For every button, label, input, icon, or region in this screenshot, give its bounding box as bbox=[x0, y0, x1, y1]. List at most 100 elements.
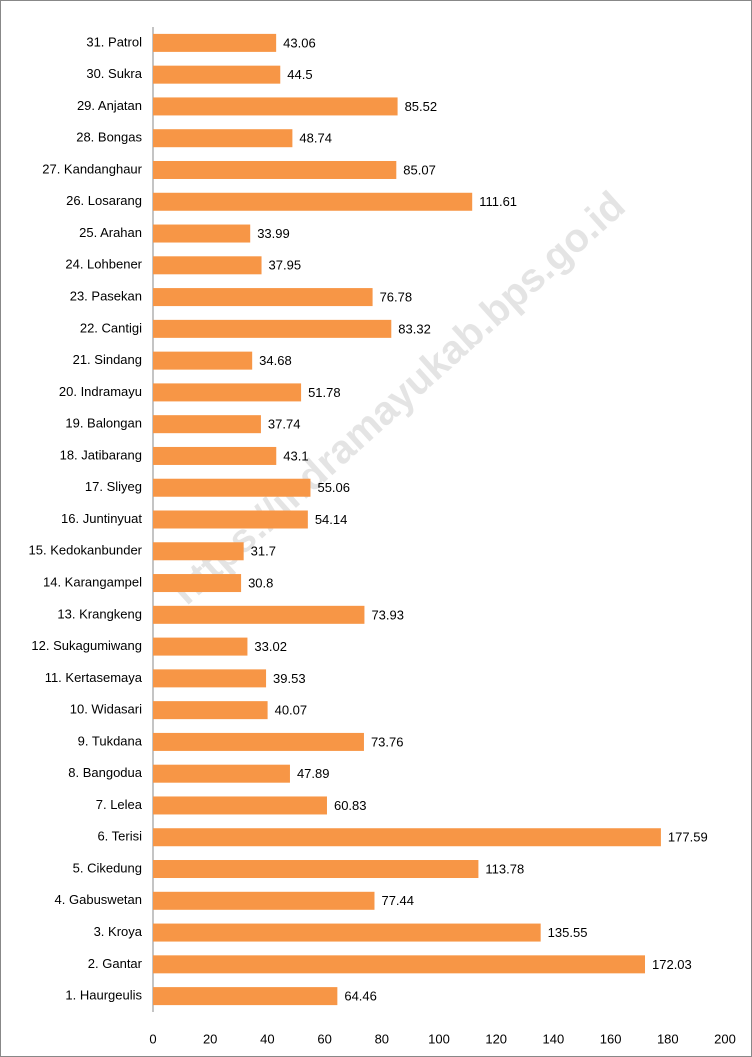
y-tick-label: 27. Kandanghaur bbox=[42, 161, 142, 176]
bar bbox=[153, 160, 397, 179]
value-label: 113.78 bbox=[485, 861, 524, 876]
value-label: 37.74 bbox=[268, 417, 301, 432]
y-tick-label: 5. Cikedung bbox=[73, 860, 142, 875]
x-tick-label: 0 bbox=[149, 1031, 156, 1046]
value-label: 34.68 bbox=[259, 353, 292, 368]
x-tick-label: 140 bbox=[543, 1031, 565, 1046]
value-label: 44.5 bbox=[287, 67, 312, 82]
bar bbox=[153, 510, 308, 529]
bar bbox=[153, 33, 277, 52]
bar bbox=[153, 732, 364, 751]
y-tick-label: 19. Balongan bbox=[65, 416, 142, 431]
value-label: 177.59 bbox=[668, 830, 708, 845]
value-label: 43.1 bbox=[283, 448, 308, 463]
y-tick-label: 30. Sukra bbox=[86, 66, 142, 81]
bar bbox=[153, 987, 338, 1006]
bar bbox=[153, 319, 392, 338]
value-label: 47.89 bbox=[297, 766, 330, 781]
x-tick-label: 60 bbox=[317, 1031, 331, 1046]
bar bbox=[153, 129, 293, 148]
value-label: 73.76 bbox=[371, 734, 404, 749]
value-label: 85.52 bbox=[405, 99, 438, 114]
y-tick-label: 26. Losarang bbox=[66, 193, 142, 208]
value-label: 111.61 bbox=[479, 194, 517, 209]
x-tick-label: 80 bbox=[375, 1031, 389, 1046]
y-tick-label: 6. Terisi bbox=[97, 829, 142, 844]
bar bbox=[153, 796, 327, 815]
value-label: 73.93 bbox=[371, 607, 404, 622]
value-label: 37.95 bbox=[269, 258, 302, 273]
y-tick-label: 4. Gabuswetan bbox=[55, 892, 142, 907]
y-tick-label: 18. Jatibarang bbox=[60, 447, 142, 462]
value-label: 76.78 bbox=[380, 290, 413, 305]
bar bbox=[153, 574, 242, 593]
y-tick-label: 7. Lelea bbox=[96, 797, 143, 812]
y-tick-label: 24. Lohbener bbox=[65, 257, 142, 272]
bar bbox=[153, 351, 253, 370]
value-label: 43.06 bbox=[283, 35, 316, 50]
bar bbox=[153, 288, 373, 307]
bar bbox=[153, 891, 375, 910]
y-tick-label: 17. Sliyeg bbox=[85, 479, 142, 494]
value-label: 83.32 bbox=[398, 321, 431, 336]
y-tick-label: 2. Gantar bbox=[88, 956, 143, 971]
y-tick-label: 9. Tukdana bbox=[78, 733, 143, 748]
value-label: 60.83 bbox=[334, 798, 367, 813]
value-label: 77.44 bbox=[381, 893, 414, 908]
value-label: 33.99 bbox=[257, 226, 290, 241]
value-label: 51.78 bbox=[308, 385, 341, 400]
value-label: 33.02 bbox=[254, 639, 287, 654]
value-label: 172.03 bbox=[652, 957, 692, 972]
value-label: 31.7 bbox=[251, 544, 276, 559]
value-label: 54.14 bbox=[315, 512, 348, 527]
x-tick-label: 120 bbox=[485, 1031, 507, 1046]
bar bbox=[153, 860, 479, 879]
bar bbox=[153, 637, 248, 656]
x-tick-label: 20 bbox=[203, 1031, 217, 1046]
x-tick-label: 180 bbox=[657, 1031, 679, 1046]
y-tick-label: 12. Sukagumiwang bbox=[31, 638, 142, 653]
bar bbox=[153, 192, 473, 211]
bar bbox=[153, 97, 398, 116]
y-tick-label: 29. Anjatan bbox=[77, 98, 142, 113]
bar bbox=[153, 764, 290, 783]
bar bbox=[153, 605, 365, 624]
x-tick-label: 200 bbox=[714, 1031, 736, 1046]
y-tick-label: 16. Juntinyuat bbox=[61, 511, 142, 526]
x-tick-label: 100 bbox=[428, 1031, 450, 1046]
y-tick-label: 31. Patrol bbox=[86, 34, 142, 49]
y-tick-label: 28. Bongas bbox=[76, 130, 142, 145]
value-label: 135.55 bbox=[548, 925, 588, 940]
value-label: 30.8 bbox=[248, 575, 273, 590]
bar bbox=[153, 669, 267, 688]
value-label: 48.74 bbox=[299, 131, 332, 146]
bar bbox=[153, 828, 661, 847]
bar bbox=[153, 446, 277, 465]
bar bbox=[153, 65, 281, 84]
value-label: 55.06 bbox=[317, 480, 350, 495]
y-tick-label: 15. Kedokanbunder bbox=[29, 543, 143, 558]
bar bbox=[153, 415, 261, 434]
y-tick-label: 11. Kertasemaya bbox=[45, 670, 143, 685]
bar bbox=[153, 955, 646, 974]
value-label: 85.07 bbox=[403, 162, 436, 177]
bar bbox=[153, 256, 262, 275]
y-tick-label: 25. Arahan bbox=[79, 225, 142, 240]
x-tick-label: 40 bbox=[260, 1031, 274, 1046]
bar bbox=[153, 478, 311, 497]
y-tick-label: 10. Widasari bbox=[70, 702, 142, 717]
value-label: 64.46 bbox=[344, 989, 377, 1004]
y-tick-label: 13. Krangkeng bbox=[57, 606, 142, 621]
bar bbox=[153, 542, 244, 561]
bar bbox=[153, 923, 541, 942]
y-tick-label: 3. Kroya bbox=[94, 924, 143, 939]
y-tick-label: 14. Karangampel bbox=[43, 574, 142, 589]
y-tick-label: 20. Indramayu bbox=[59, 384, 142, 399]
bar bbox=[153, 701, 268, 720]
bar bbox=[153, 224, 251, 243]
y-tick-label: 22. Cantigi bbox=[80, 320, 142, 335]
x-tick-label: 160 bbox=[600, 1031, 622, 1046]
value-label: 40.07 bbox=[275, 703, 308, 718]
y-tick-label: 23. Pasekan bbox=[70, 289, 142, 304]
